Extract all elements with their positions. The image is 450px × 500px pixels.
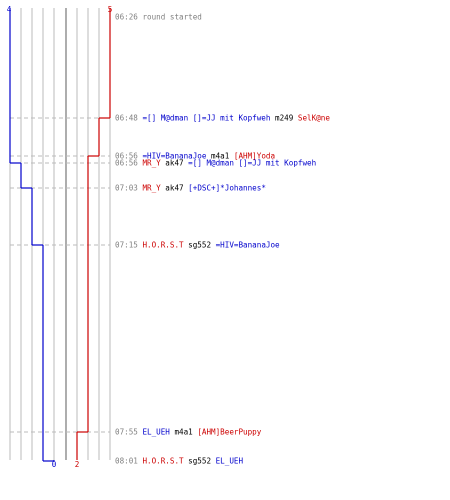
- event-weapon: ak47: [161, 159, 188, 168]
- event-player-blue: EL_UEH: [142, 428, 170, 437]
- event-text: 06:56 =HIV=BananaJoe m4a1 [AHM]Yoda: [115, 152, 275, 161]
- event-text: 06:26 round started: [115, 13, 202, 22]
- event-player-blue: =HIV=BananaJoe: [216, 241, 280, 250]
- event-player-blue: [+DSC+]*Johannes*: [188, 184, 266, 193]
- event-list: 06:26 round started 06:48 =[] M@dman []=J…: [115, 13, 330, 466]
- event-row: 07:55 EL_UEH m4a1 [AHM]BeerPuppy: [115, 428, 262, 437]
- event-message: round started: [142, 13, 201, 22]
- event-text: 08:01 H.O.R.S.T sg552 EL_UEH: [115, 457, 243, 466]
- event-player-blue: =HIV=BananaJoe: [142, 152, 206, 161]
- event-player-blue: =[] M@dman []=JJ mit Kopfweh: [142, 114, 270, 123]
- red-start-count: 5: [108, 5, 113, 14]
- event-player-red: [AHM]BeerPuppy: [197, 428, 261, 437]
- event-guide-lines: [10, 117, 110, 433]
- event-text: 07:55 EL_UEH m4a1 [AHM]BeerPuppy: [115, 428, 262, 437]
- event-text: 07:15 H.O.R.S.T sg552 =HIV=BananaJoe: [115, 241, 280, 250]
- event-time: 06:26: [115, 13, 138, 22]
- grid-lines: [9, 8, 111, 460]
- event-player-red: MR_Y: [142, 184, 161, 193]
- event-weapon: m4a1: [206, 152, 233, 161]
- event-player-red: H.O.R.S.T: [142, 241, 184, 250]
- player-count-steps: [9, 8, 111, 462]
- event-row: 08:01 H.O.R.S.T sg552 EL_UEH: [115, 457, 243, 466]
- event-player-blue: EL_UEH: [216, 457, 244, 466]
- event-text: 06:56 MR_Y ak47 =[] M@dman []=JJ mit Kop…: [115, 159, 316, 168]
- blue-start-count: 4: [7, 5, 12, 14]
- event-time: 08:01: [115, 457, 138, 466]
- event-player-blue: =[] M@dman []=JJ mit Kopfweh: [188, 159, 316, 168]
- red-end-count: 2: [75, 460, 80, 469]
- event-weapon: ak47: [161, 184, 188, 193]
- event-text: 07:03 MR_Y ak47 [+DSC+]*Johannes*: [115, 184, 266, 193]
- event-row: 06:56 =HIV=BananaJoe m4a1 [AHM]Yoda: [115, 152, 275, 161]
- event-row: 07:03 MR_Y ak47 [+DSC+]*Johannes*: [115, 184, 266, 193]
- event-row: 06:56 MR_Y ak47 =[] M@dman []=JJ mit Kop…: [115, 159, 316, 168]
- event-player-red: MR_Y: [142, 159, 161, 168]
- event-player-red: H.O.R.S.T: [142, 457, 184, 466]
- event-weapon: m4a1: [170, 428, 197, 437]
- event-row: 07:15 H.O.R.S.T sg552 =HIV=BananaJoe: [115, 241, 280, 250]
- event-time: 07:15: [115, 241, 138, 250]
- event-time: 06:56: [115, 152, 138, 161]
- event-player-red: SelK@ne: [298, 114, 330, 123]
- event-weapon: sg552: [184, 457, 216, 466]
- event-player-red: [AHM]Yoda: [234, 152, 275, 161]
- event-text: 06:48 =[] M@dman []=JJ mit Kopfweh m249 …: [115, 114, 330, 123]
- event-time: 06:48: [115, 114, 138, 123]
- event-weapon: sg552: [184, 241, 216, 250]
- blue-end-count: 0: [52, 460, 57, 469]
- event-weapon: m249: [270, 114, 297, 123]
- event-row: 06:48 =[] M@dman []=JJ mit Kopfweh m249 …: [115, 114, 330, 123]
- event-row: 06:26 round started: [115, 13, 202, 22]
- event-time: 07:55: [115, 428, 138, 437]
- event-time: 06:56: [115, 159, 138, 168]
- event-time: 07:03: [115, 184, 138, 193]
